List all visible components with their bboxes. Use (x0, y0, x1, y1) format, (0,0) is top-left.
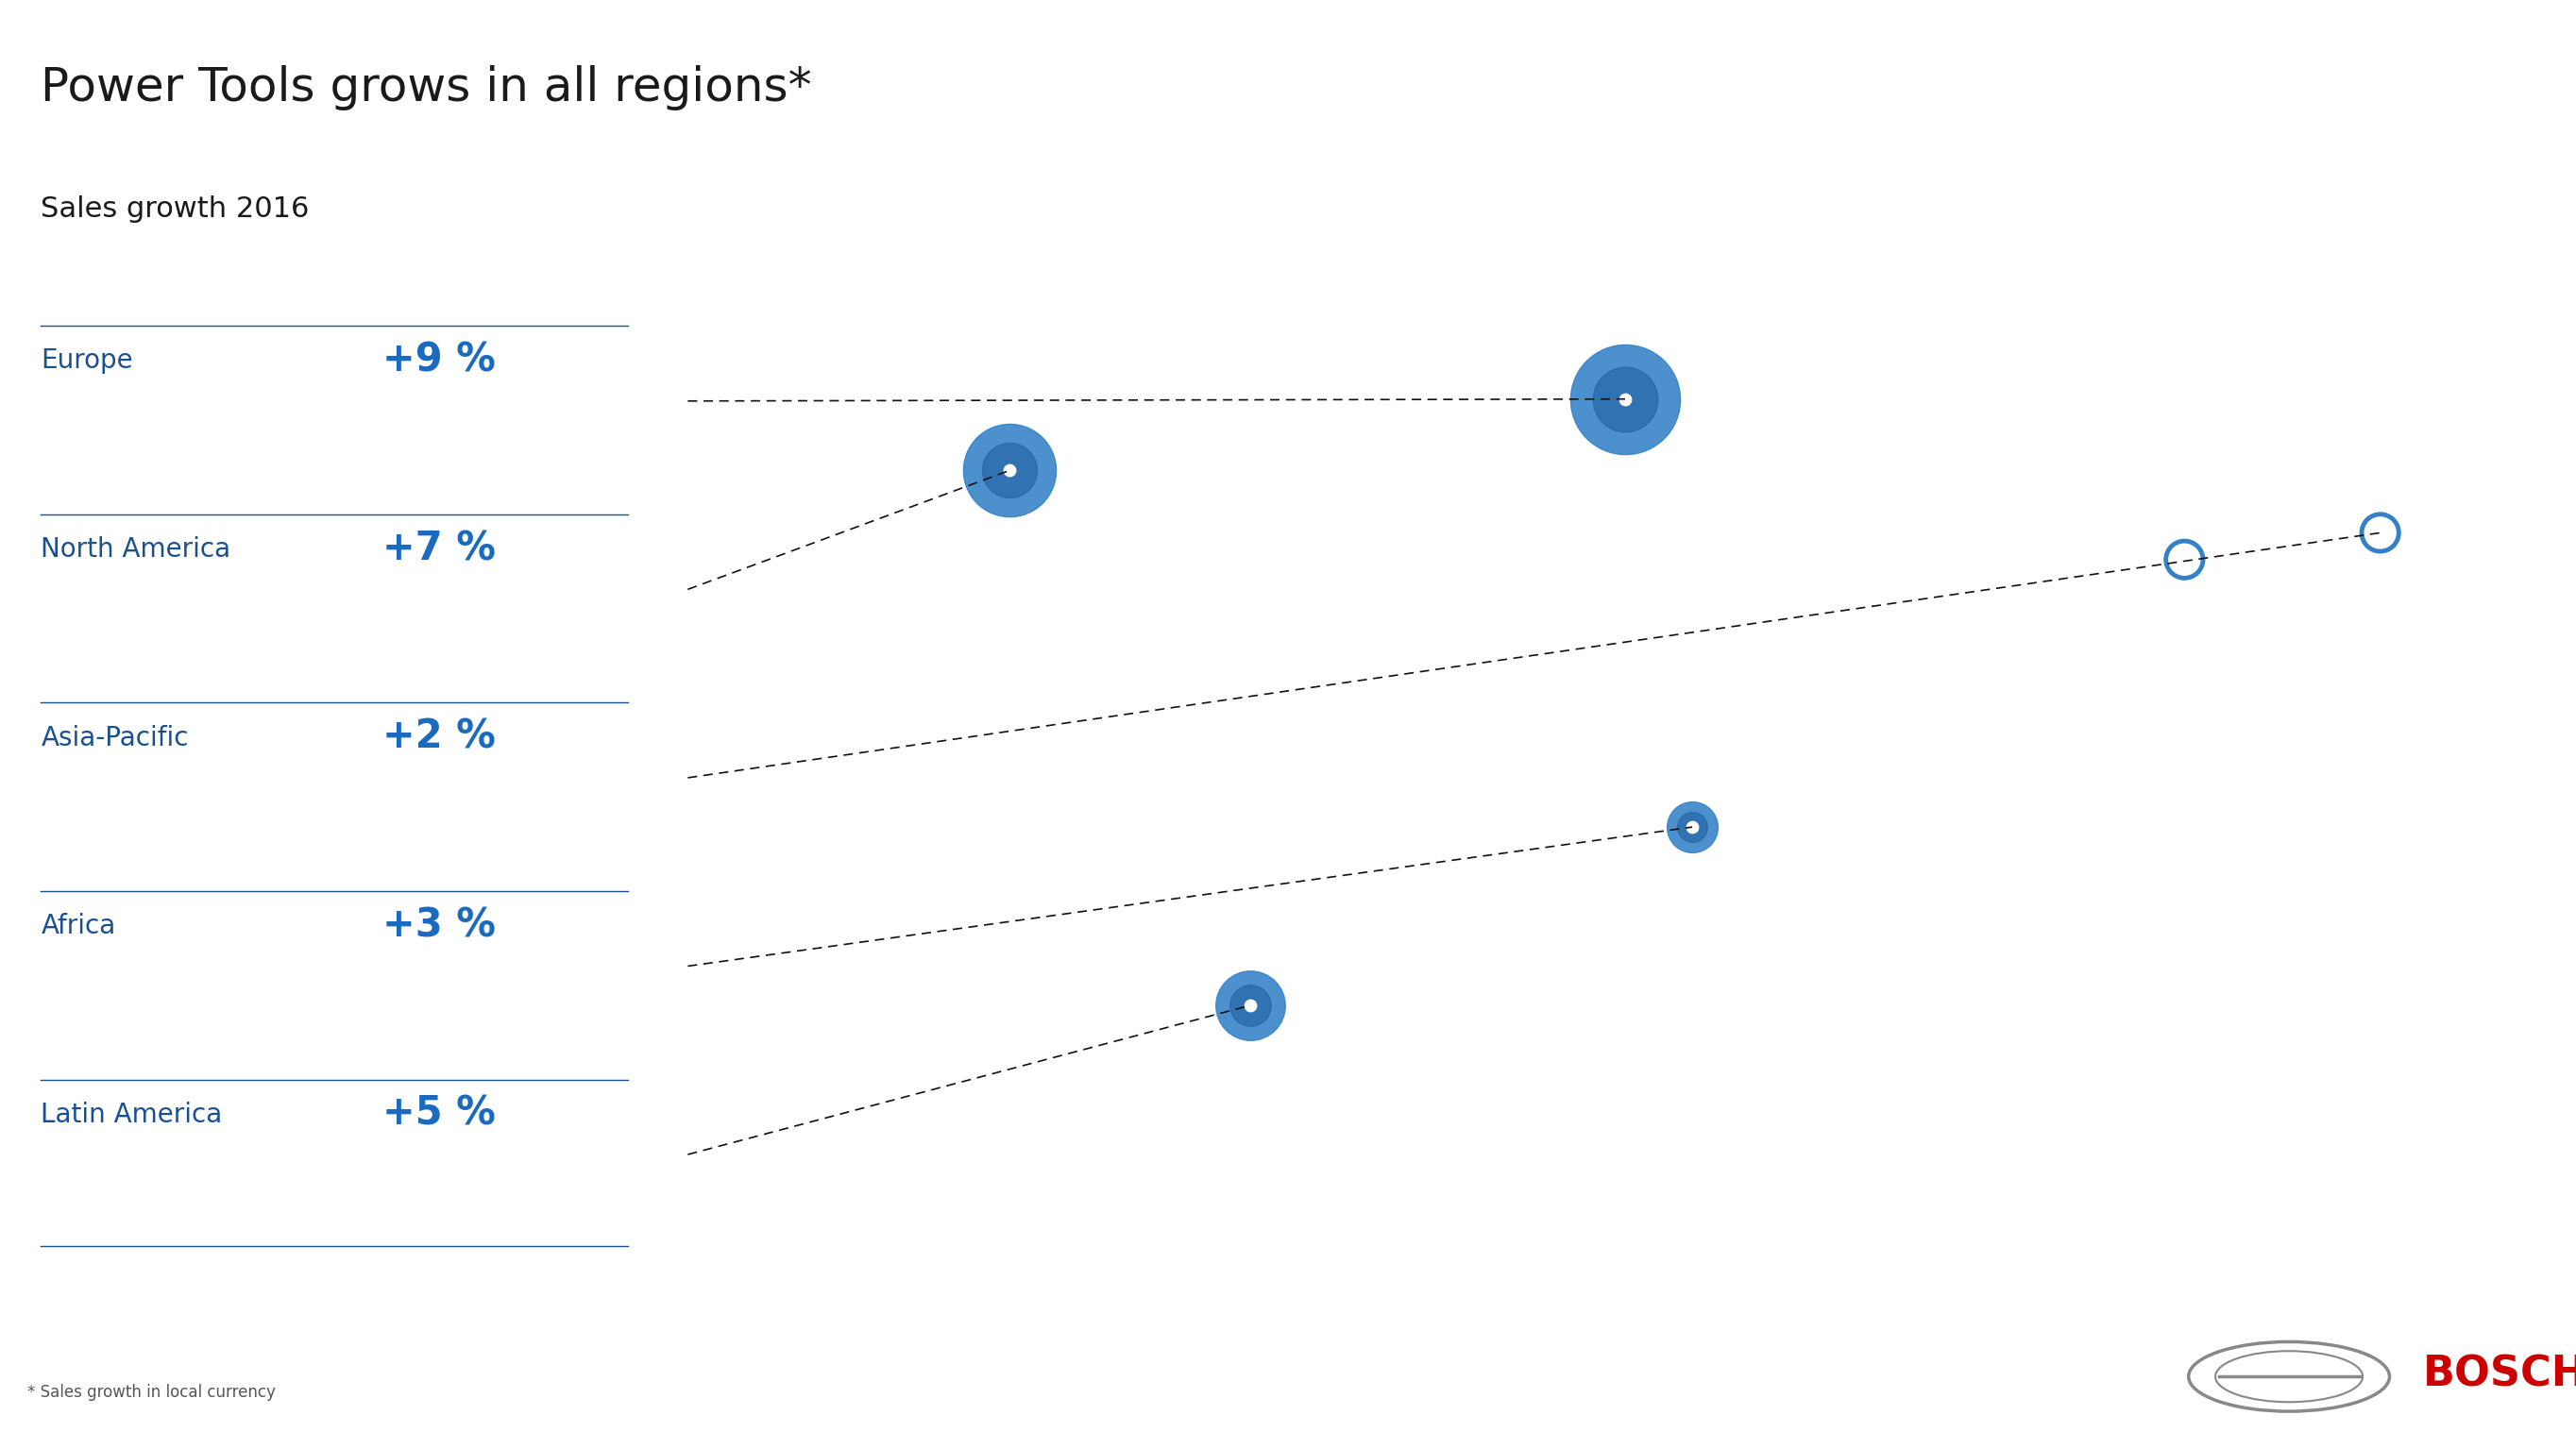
Point (989, 459, 1030, 483)
Point (1605, 387, 1646, 410)
Text: Africa: Africa (41, 913, 116, 939)
Text: +3 %: +3 % (381, 906, 495, 945)
Point (1672, 816, 1713, 839)
Point (2164, 548, 2205, 571)
Text: North America: North America (41, 536, 232, 562)
Text: Sales growth 2016: Sales growth 2016 (41, 196, 309, 223)
Text: +5 %: +5 % (381, 1094, 495, 1133)
Point (2360, 522, 2401, 545)
Text: +7 %: +7 % (381, 529, 495, 568)
Point (1672, 816, 1713, 839)
Point (1229, 994, 1270, 1017)
Point (989, 459, 1030, 483)
Text: +9 %: +9 % (381, 341, 495, 380)
Text: BOSCH: BOSCH (2424, 1353, 2576, 1394)
Point (1229, 994, 1270, 1017)
Point (1605, 387, 1646, 410)
Point (2360, 522, 2401, 545)
Text: +2 %: +2 % (381, 717, 495, 756)
Text: * Sales growth in local currency: * Sales growth in local currency (28, 1384, 276, 1401)
Point (1605, 387, 1646, 410)
Point (1229, 994, 1270, 1017)
Text: Power Tools grows in all regions*: Power Tools grows in all regions* (41, 65, 811, 110)
Point (2164, 548, 2205, 571)
Text: Europe: Europe (41, 348, 134, 374)
Point (1672, 816, 1713, 839)
Text: Asia-Pacific: Asia-Pacific (41, 724, 188, 751)
Text: Latin America: Latin America (41, 1101, 222, 1127)
Point (989, 459, 1030, 483)
